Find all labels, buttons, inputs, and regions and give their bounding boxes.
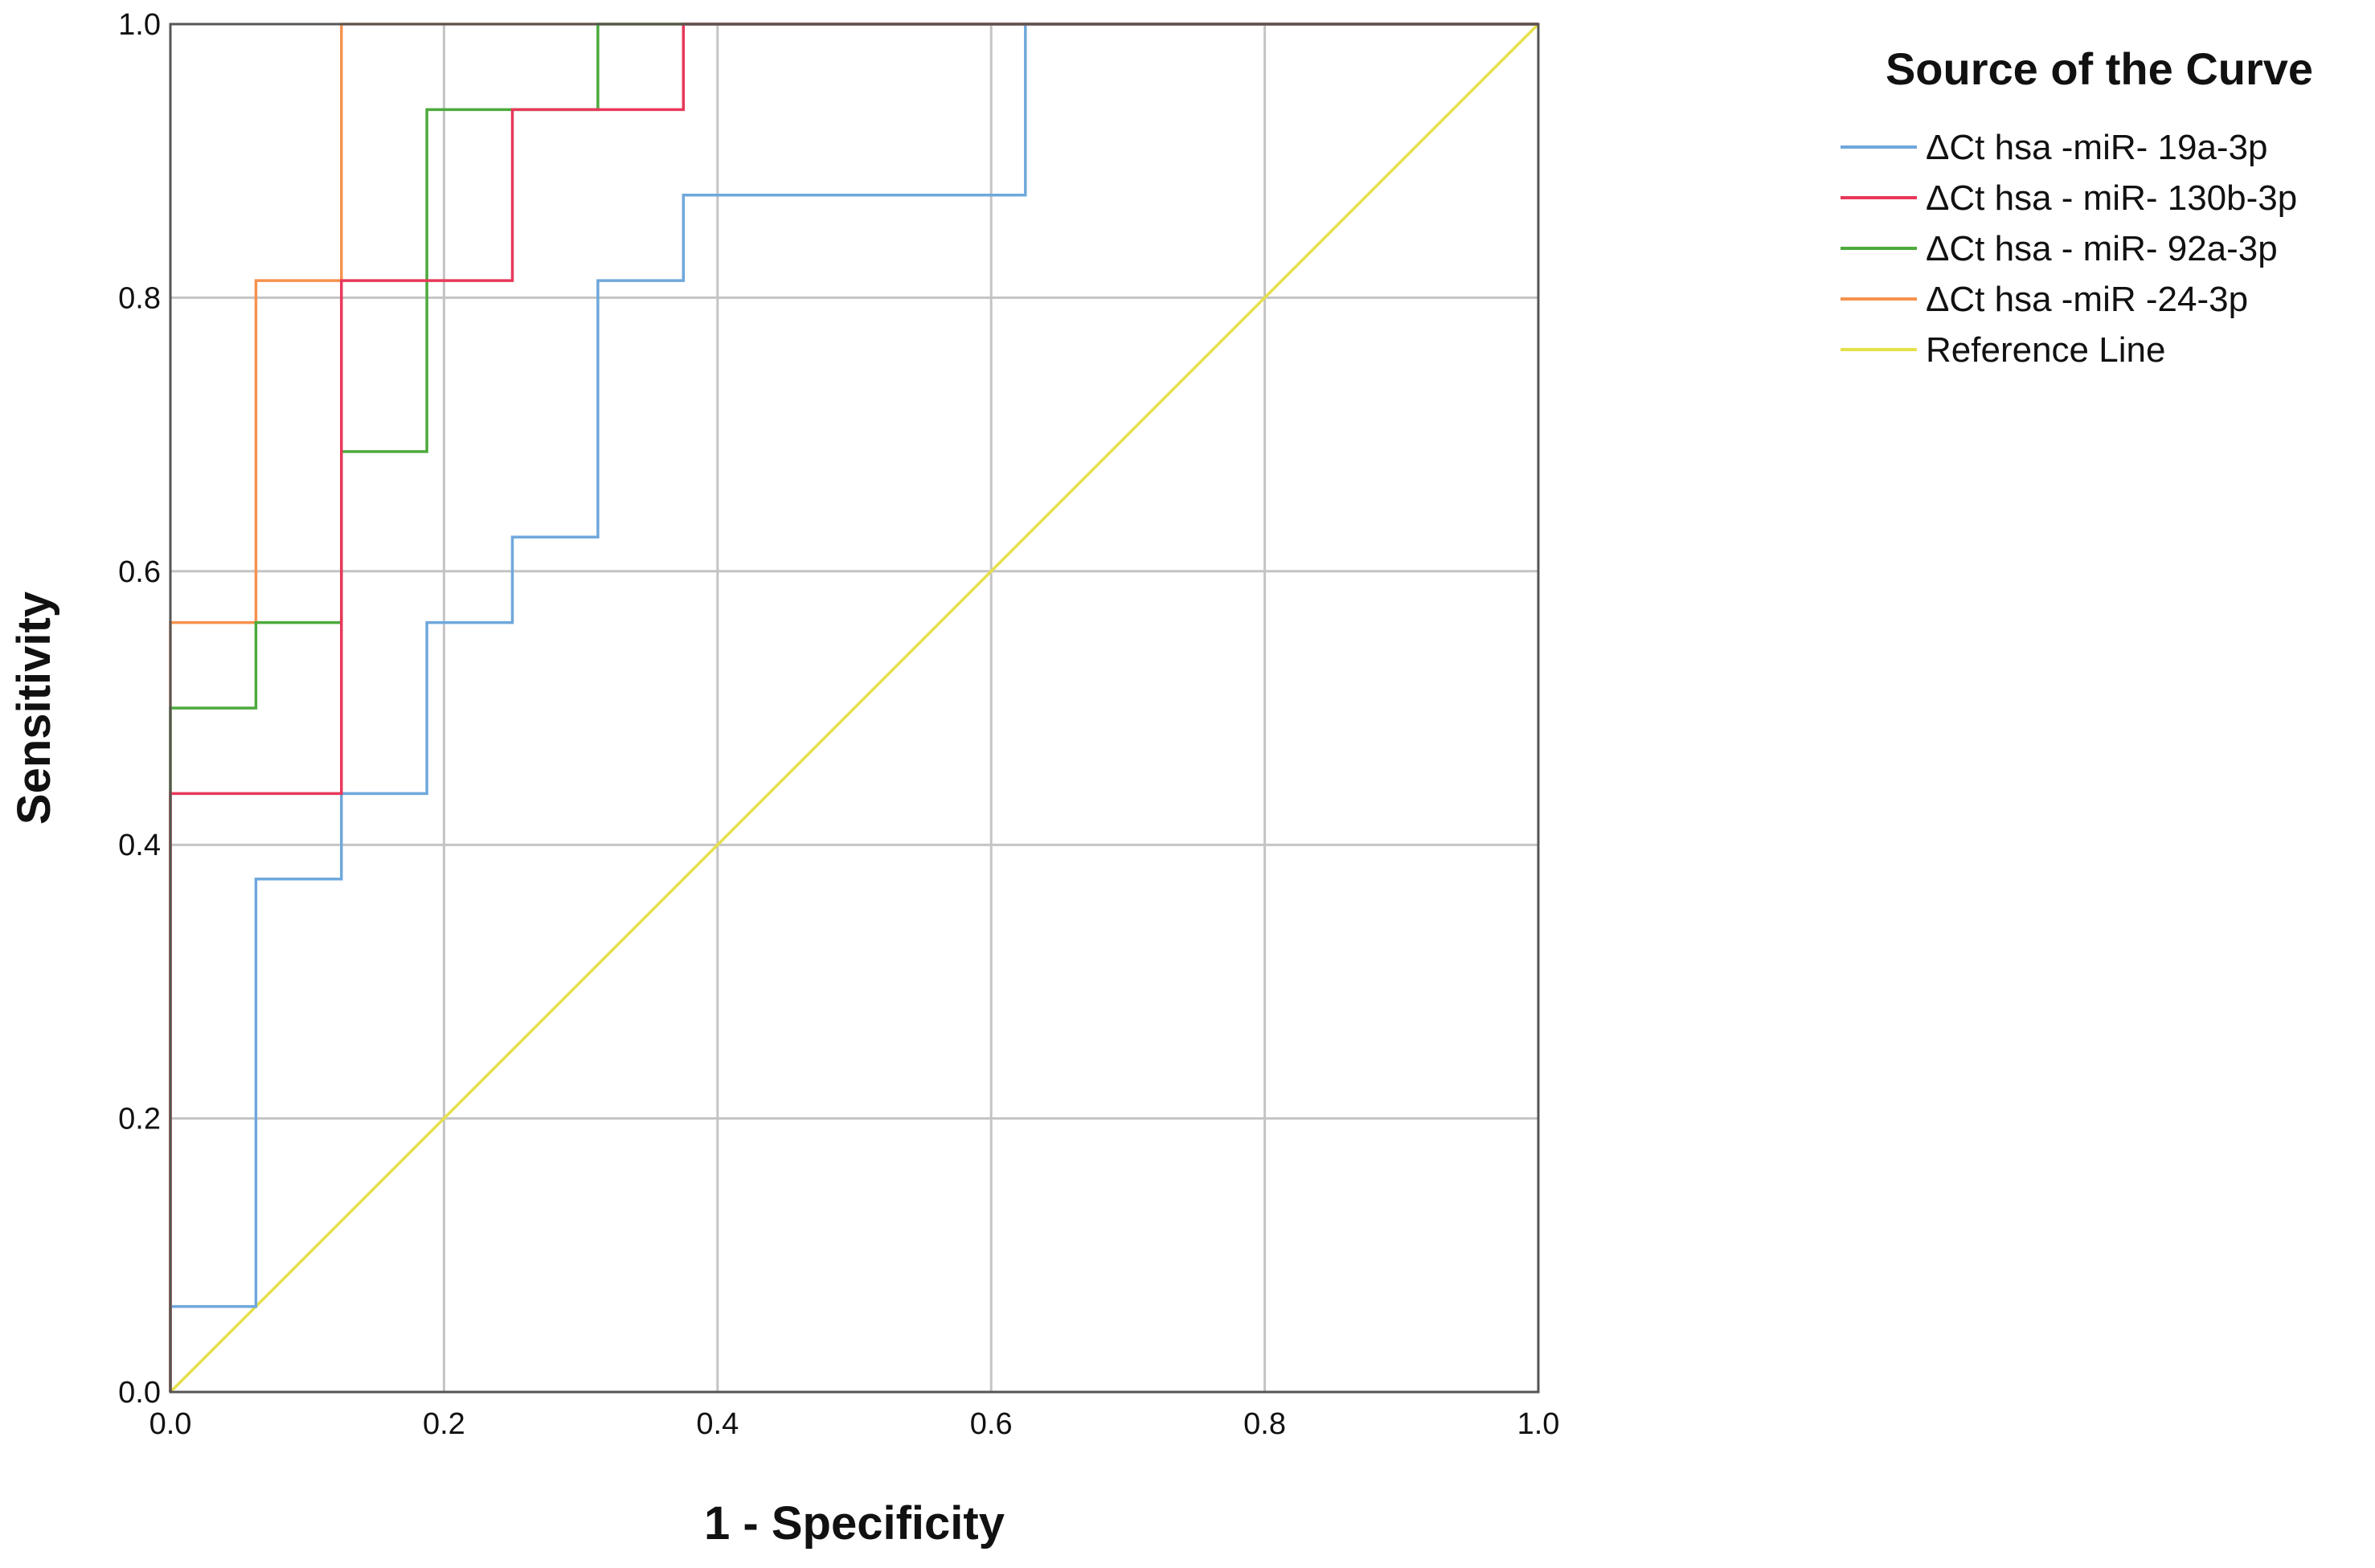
legend-items: ΔCt hsa -miR- 19a-3p ΔCt hsa - miR- 130b-… (1841, 128, 2297, 370)
x-tick-label-3: 0.6 (970, 1407, 1013, 1441)
series-line-4 (169, 23, 1540, 1394)
x-tick-label-5: 1.0 (1517, 1407, 1560, 1441)
x-tick-label-2: 0.4 (696, 1407, 739, 1441)
legend-label-1: ΔCt hsa - miR- 130b-3p (1926, 178, 2297, 218)
y-axis-title: Sensitivity (8, 592, 60, 825)
y-tick-label-3: 0.6 (118, 555, 161, 589)
legend-title: Source of the Curve (1886, 43, 2313, 94)
y-tick-label-0: 0.0 (118, 1376, 161, 1410)
y-tick-label-5: 1.0 (118, 8, 161, 42)
legend-label-0: ΔCt hsa -miR- 19a-3p (1926, 128, 2268, 167)
y-tick-label-1: 0.2 (118, 1103, 161, 1136)
legend-label-3: ΔCt hsa -miR -24-3p (1926, 280, 2248, 319)
gridlines (169, 23, 1540, 1394)
series-line-0 (169, 23, 1538, 1392)
x-tick-label-4: 0.8 (1243, 1407, 1286, 1441)
tick-labels: 0.0 0.2 0.4 0.6 0.8 1.0 0.0 0.2 0.4 0.6 0.8 1.0 (118, 8, 1559, 1441)
legend: Source of the Curve ΔCt hsa -miR- 19a-3p… (1841, 43, 2313, 370)
x-tick-label-0: 0.0 (149, 1407, 192, 1441)
legend-label-2: ΔCt hsa - miR- 92a-3p (1926, 229, 2278, 268)
legend-label-4: Reference Line (1926, 330, 2165, 370)
plot-frame (169, 23, 1540, 1394)
series-line-1 (169, 23, 1538, 1392)
y-tick-label-4: 0.8 (118, 281, 161, 315)
x-tick-label-1: 0.2 (423, 1407, 465, 1441)
x-axis-title: 1 - Specificity (704, 1497, 1005, 1550)
y-tick-label-2: 0.4 (118, 829, 161, 862)
